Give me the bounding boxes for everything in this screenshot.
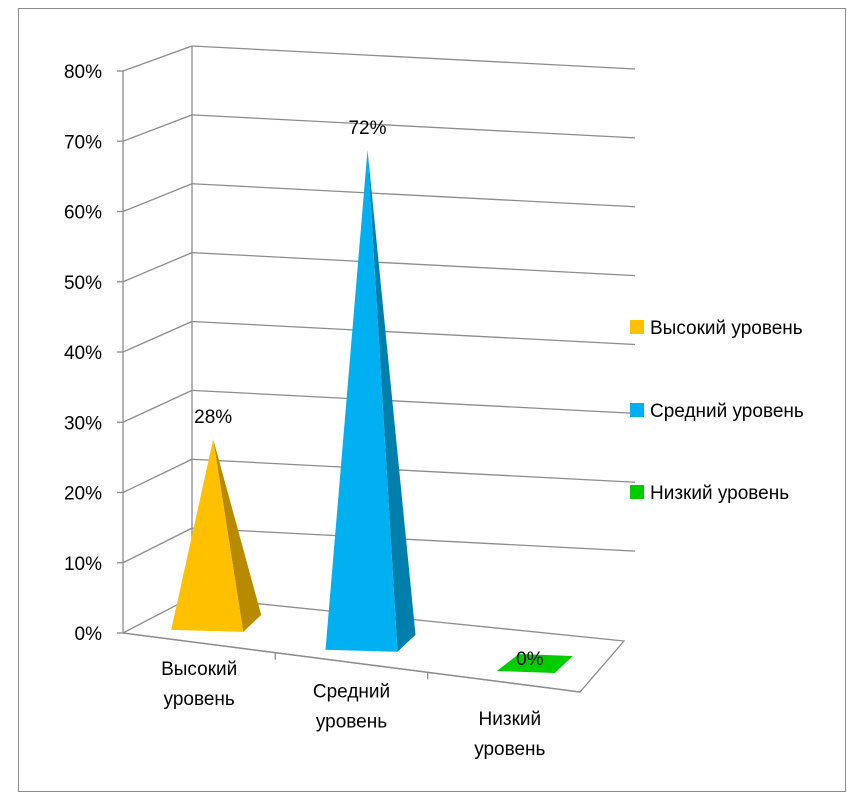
legend: Высокий уровень Средний уровень Низкий уро… <box>630 318 804 504</box>
legend-label: Низкий уровень <box>650 483 789 504</box>
gridline-side <box>122 320 193 353</box>
gridline-side <box>122 183 193 213</box>
gridline-back <box>191 527 636 552</box>
y-tick-label: 40% <box>64 343 102 364</box>
legend-swatch <box>630 403 644 417</box>
data-label: 72% <box>348 118 386 139</box>
gridline-back <box>191 45 636 70</box>
gridline-back <box>191 183 636 208</box>
legend-label: Высокий уровень <box>650 318 803 339</box>
pyramid-3 <box>496 654 573 673</box>
legend-swatch <box>630 485 644 499</box>
y-tick-label: 60% <box>64 203 102 224</box>
data-label: 28% <box>194 407 232 428</box>
y-tick-label: 80% <box>64 62 102 83</box>
pyramid-side-face <box>213 439 262 632</box>
gridline-side <box>122 252 193 283</box>
gridline-side <box>122 114 193 142</box>
pyramid-1 <box>171 439 262 632</box>
x-category-label: Средний <box>313 682 390 703</box>
gridline-back <box>191 251 636 277</box>
gridline-back <box>191 458 636 483</box>
gridline-side <box>122 45 193 72</box>
pyramid-base-flat <box>496 654 573 673</box>
y-tick-label: 70% <box>64 132 102 153</box>
y-tick-label: 20% <box>64 484 102 505</box>
gridline-side <box>122 458 193 494</box>
x-category-label: Низкий <box>479 709 542 730</box>
gridline-side <box>122 527 193 564</box>
pyramid-front-face <box>325 150 398 652</box>
x-category-label: уровень <box>316 712 387 733</box>
gridline-back <box>191 114 636 139</box>
legend-swatch <box>630 320 644 334</box>
gridline-back <box>191 389 636 415</box>
x-category-label: уровень <box>164 689 235 710</box>
y-tick-label: 30% <box>64 413 102 434</box>
pyramid-2 <box>325 150 416 652</box>
gridline-side <box>122 389 193 423</box>
chart-frame <box>18 8 846 792</box>
y-tick-label: 0% <box>75 624 103 645</box>
x-category-label: уровень <box>474 739 545 760</box>
data-label: 0% <box>516 649 544 670</box>
x-category-label: Высокий <box>161 659 237 680</box>
gridline-back <box>191 320 636 346</box>
y-tick-label: 50% <box>64 273 102 294</box>
legend-label: Средний уровень <box>650 401 804 422</box>
x-axis <box>122 632 581 693</box>
y-tick-label: 10% <box>64 554 102 575</box>
pyramid-front-face <box>171 439 244 632</box>
pyramid-side-face <box>367 150 416 652</box>
